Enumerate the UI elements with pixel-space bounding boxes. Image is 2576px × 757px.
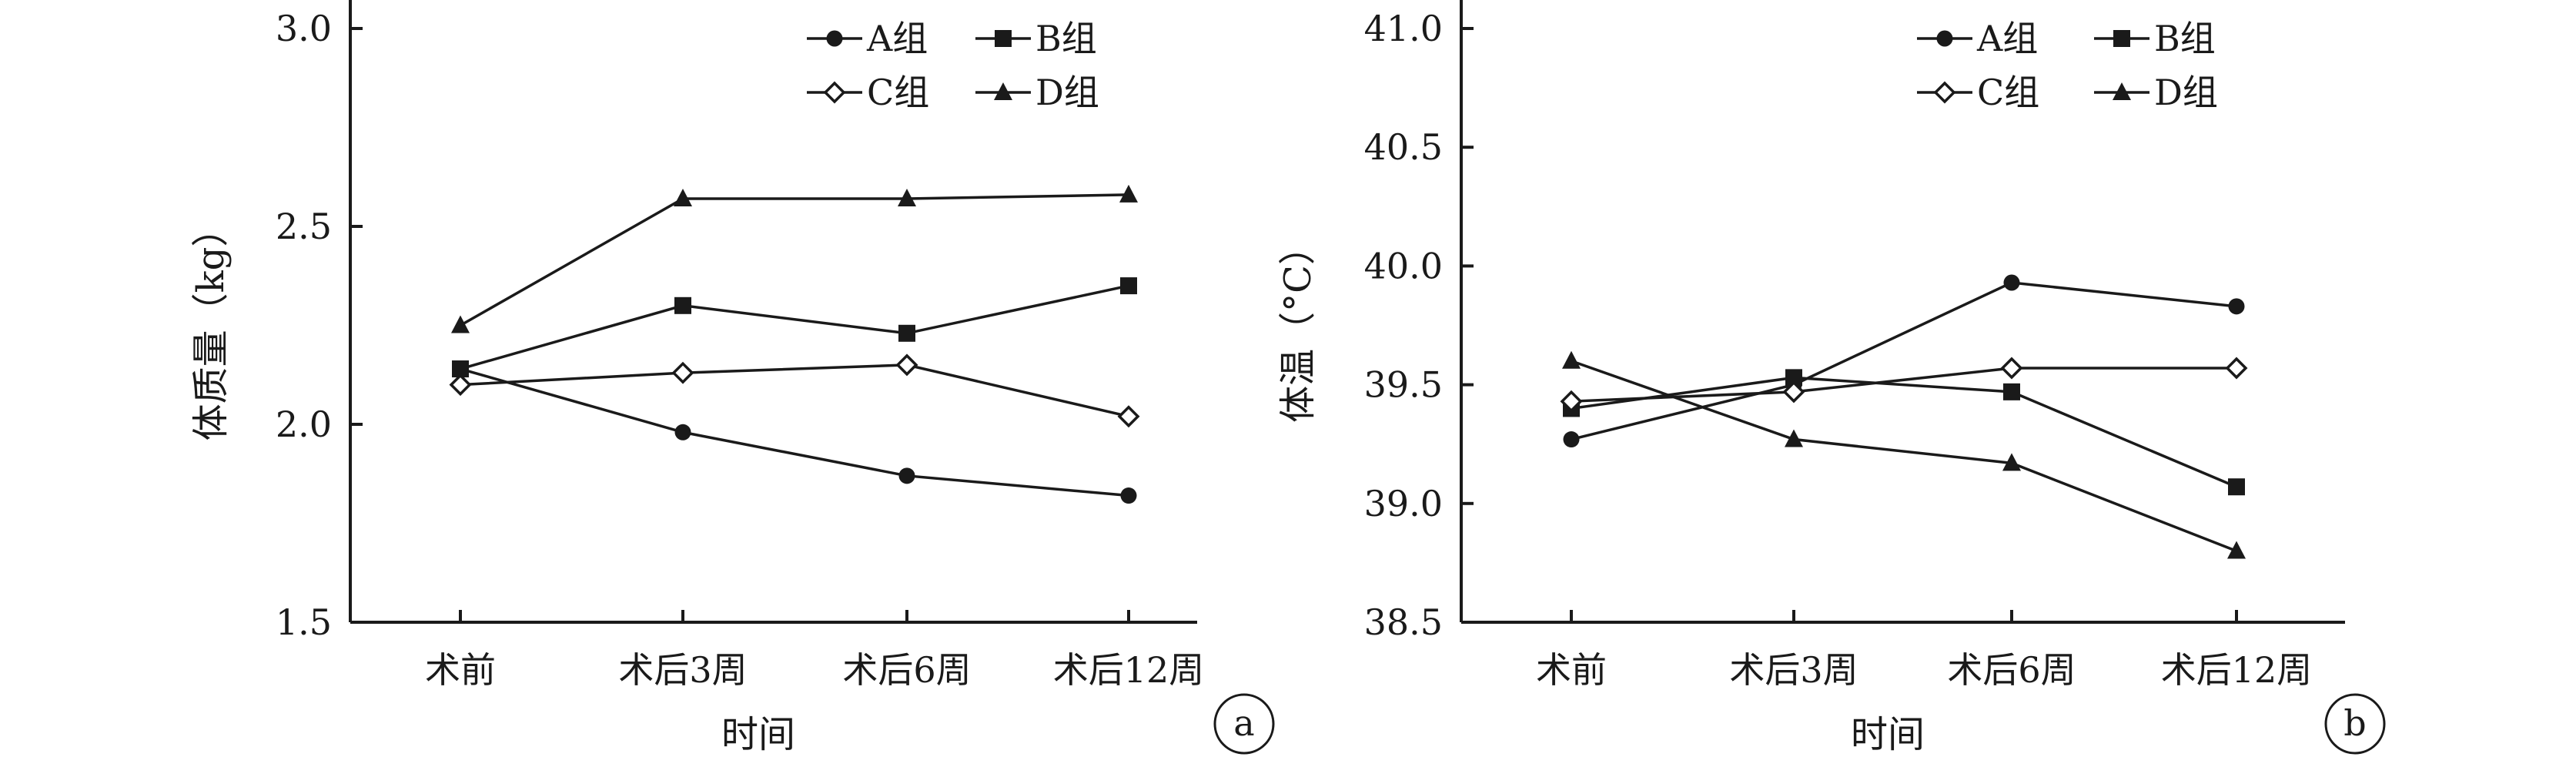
y-tick-label: 3.0 [276,8,332,49]
data-point [674,189,692,207]
data-point [449,373,472,397]
data-point [1120,487,1137,504]
series-line [1571,376,2237,488]
data-point [1560,390,1583,413]
legend-label: C组 [1977,72,2039,113]
y-tick-label: 1.5 [276,601,332,643]
legend-item: D组 [2094,72,2218,113]
legend-item: C组 [1917,72,2039,113]
legend-marker [2113,82,2131,100]
legend-label: D组 [2154,72,2218,113]
legend-marker [1933,81,1956,104]
legend-marker [823,81,846,104]
data-point [898,467,915,484]
legend-label: B组 [1035,18,1097,59]
data-point [895,353,918,377]
series-line [460,363,1129,418]
y-tick-label: 39.5 [1364,364,1443,406]
y-axis-label: 体质量（kg） [189,210,233,441]
data-point [1563,431,1580,448]
legend-marker [995,30,1012,47]
panel-label-circle [1213,693,1275,755]
panel-label: a [1233,702,1254,744]
legend-item: B组 [2094,18,2216,59]
data-point [1562,350,1581,369]
legend-item: C组 [807,72,929,113]
panel-label: b [2343,702,2366,744]
data-point [1119,184,1138,203]
x-axis-label: 时间 [1851,713,1925,756]
x-tick-label: 术前 [425,649,496,691]
legend-item: A组 [1917,18,2038,59]
data-point [1785,429,1803,447]
x-tick-label: 术后12周 [2161,649,2313,691]
data-point [674,296,691,314]
series-line [1571,367,2236,403]
series-line [460,284,1129,370]
series-line [460,193,1129,327]
data-point [2227,541,2246,559]
legend-item: A组 [807,18,928,59]
series-line [1571,281,2237,441]
legend-item: B组 [975,18,1097,59]
x-tick-label: 术后3周 [618,649,747,691]
data-point [1785,369,1802,387]
data-point [2228,478,2245,496]
data-point [452,360,469,378]
y-tick-label: 40.0 [1364,245,1443,286]
data-point [1120,277,1137,295]
legend-item: D组 [975,72,1099,113]
x-tick-label: 术后12周 [1053,649,1205,691]
series-line [1571,360,2237,553]
y-tick-label: 2.0 [276,404,332,445]
y-tick-label: 38.5 [1364,601,1443,643]
data-point [1117,405,1140,428]
x-tick-label: 术后3周 [1729,649,1858,691]
x-tick-label: 术前 [1536,649,1607,691]
y-tick-label: 40.5 [1364,126,1443,168]
x-tick-label: 术后6周 [842,649,971,691]
data-point [2003,274,2020,291]
data-point [451,315,470,333]
x-tick-label: 术后6周 [1947,649,2076,691]
chart-panel-b: 38.5 39.0 39.5 40.0 40.5 41.0 术前 术后3周 术后6周 术后12周时… [1276,0,2386,756]
data-point [898,189,916,207]
legend-marker [2113,30,2130,47]
y-axis-label: 体温（°C） [1276,228,1320,423]
legend-label: A组 [1976,18,2038,59]
series-line [460,367,1129,497]
data-point [898,324,915,342]
legend-marker [1936,30,1953,47]
y-tick-label: 39.0 [1364,483,1443,524]
data-point [2000,357,2023,380]
data-point [2003,383,2020,400]
y-tick-label: 41.0 [1364,8,1443,49]
legend-marker [994,82,1012,100]
data-point [2002,453,2021,471]
legend-label: C组 [867,72,929,113]
x-axis-label: 时间 [721,713,795,756]
legend-label: B组 [2154,18,2216,59]
data-point [674,424,691,440]
data-point [2228,298,2245,315]
data-point [1782,380,1805,404]
legend-label: A组 [866,18,928,59]
legend-marker [826,30,843,47]
data-point [2225,357,2248,380]
y-tick-label: 2.5 [276,206,332,247]
legend-label: D组 [1035,72,1099,113]
data-point [671,361,694,384]
panel-label-circle [2324,693,2386,755]
